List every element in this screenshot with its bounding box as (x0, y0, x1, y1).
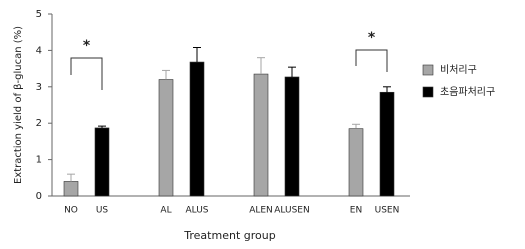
y-tick-label: 3 (36, 82, 42, 93)
bar (253, 73, 269, 197)
y-axis-label: Extraction yield of β-glucan (%) (13, 26, 24, 184)
bar (379, 91, 395, 197)
significance-bracket (355, 49, 388, 72)
x-tick-label: AL (160, 206, 171, 216)
x-tick-label: USEN (375, 206, 400, 216)
bar (94, 127, 110, 197)
x-tick-label: US (96, 206, 109, 216)
y-tick-label: 4 (36, 45, 42, 56)
bar (348, 128, 364, 197)
y-tick-label: 2 (36, 118, 42, 129)
legend-label: 비처리구 (440, 64, 477, 76)
bar (158, 79, 174, 197)
x-tick-label: ALEN (249, 206, 273, 216)
bar (189, 61, 205, 197)
legend-label: 초음파처리구 (440, 86, 495, 98)
x-tick-label: NO (64, 206, 78, 216)
y-tick-label: 1 (36, 155, 42, 166)
y-tick-label: 5 (36, 9, 42, 20)
y-tick-label: 0 (36, 191, 42, 202)
bar (63, 181, 79, 197)
bar (284, 76, 300, 197)
legend-swatch (422, 86, 434, 98)
legend-swatch (422, 64, 434, 76)
x-tick-label: ALUS (185, 206, 208, 216)
significance-bracket (70, 57, 103, 90)
annotation: * (83, 38, 91, 54)
x-tick-label: EN (350, 206, 362, 216)
x-tick-label: ALUSEN (274, 206, 309, 216)
x-axis-label: Treatment group (183, 229, 275, 242)
annotation: * (368, 30, 376, 46)
